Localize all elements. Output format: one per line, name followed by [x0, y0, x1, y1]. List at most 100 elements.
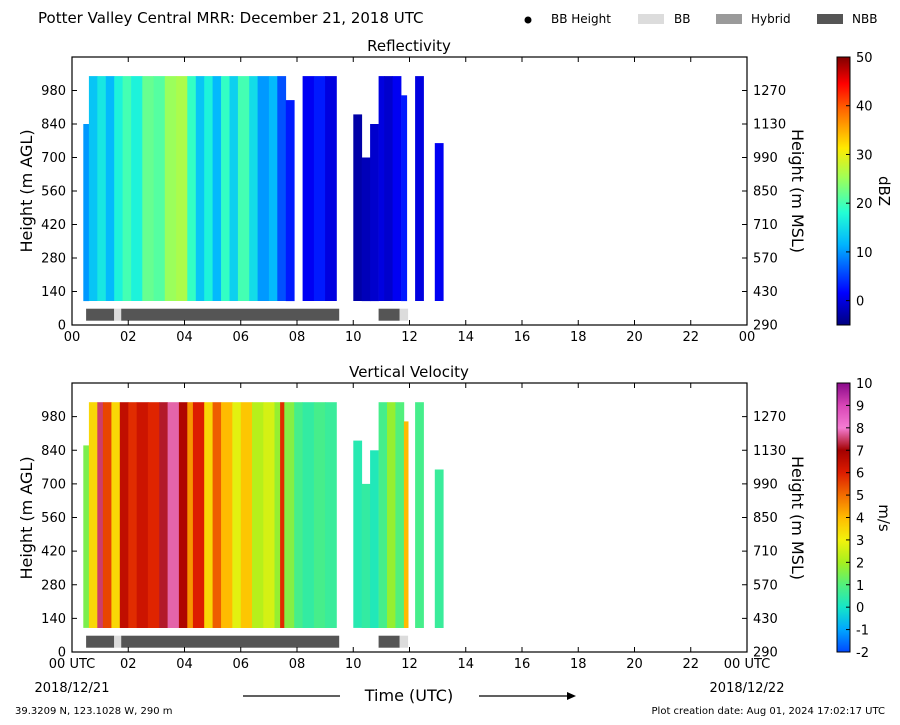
bb-bar-segment [399, 308, 409, 321]
heatmap-column [392, 76, 402, 301]
heatmap-column [204, 76, 213, 301]
colorbar-tick-label: 9 [856, 399, 864, 414]
heatmap-column [212, 76, 222, 301]
x-tick-label: 16 [514, 657, 531, 672]
colorbar-tick-label: 3 [856, 534, 864, 549]
heatmap-column [434, 143, 444, 301]
heatmap-column [268, 76, 278, 301]
nbb-legend-swatch [817, 14, 843, 24]
heatmap-column [97, 402, 104, 628]
heatmap-column [105, 76, 115, 301]
x-tick-label: 18 [570, 657, 587, 672]
y-tick-label-right: 1270 [753, 410, 786, 425]
heatmap-column [415, 402, 424, 628]
x-tick-label: 10 [345, 657, 362, 672]
heatmap-column [83, 124, 90, 302]
velocity-bb-bar [86, 635, 409, 648]
x-tick-label: 06 [232, 330, 249, 345]
y-tick-label: 420 [41, 218, 66, 233]
heatmap-column [192, 402, 205, 628]
heatmap-column [221, 402, 233, 628]
heatmap-column [159, 402, 168, 628]
bb-height-legend-dot [524, 16, 532, 24]
heatmap-column [313, 402, 326, 628]
heatmap-column [378, 402, 388, 628]
x-tick-label: 12 [401, 330, 418, 345]
dbz-colorbar [836, 56, 851, 326]
heatmap-column [361, 483, 371, 628]
colorbar-tick-label: 40 [856, 100, 873, 115]
heatmap-column [195, 76, 205, 301]
y-tick-label: 420 [41, 545, 66, 560]
colorbar-tick-label: 5 [856, 489, 864, 504]
heatmap-column [395, 402, 405, 628]
end-date-label: 2018/12/22 [710, 681, 785, 696]
x-tick-label: 14 [457, 330, 474, 345]
reflectivity-ylabel-right: Height (m MSL) [788, 129, 807, 253]
heatmap-column [178, 402, 188, 628]
heatmap-column [187, 402, 194, 628]
y-tick-label: 280 [41, 252, 66, 267]
y-tick-label-right: 1130 [753, 444, 786, 459]
heatmap-column [147, 402, 160, 628]
x-tick-label: 00 UTC [724, 657, 770, 672]
y-tick-label: 140 [41, 285, 66, 300]
colorbar-tick-label: 20 [856, 197, 873, 212]
x-tick-label: 00 [739, 330, 756, 345]
heatmap-column [97, 76, 107, 301]
velocity-colorbar-label: m/s [875, 504, 893, 532]
heatmap-column [361, 157, 371, 302]
x-tick-label: 20 [626, 657, 643, 672]
heatmap-column [128, 402, 138, 628]
heatmap-column [83, 445, 90, 628]
velocity-heatmap [83, 402, 444, 628]
y-tick-label: 280 [41, 578, 66, 593]
heatmap-column [187, 76, 197, 301]
bb-bar-segment [399, 635, 409, 648]
velocity-ylabel: Height (m AGL) [17, 456, 36, 579]
y-tick-label: 840 [41, 444, 66, 459]
colorbar-tick-label: -1 [856, 624, 869, 639]
heatmap-column [204, 402, 213, 628]
heatmap-column [325, 402, 337, 628]
x-tick-label: 08 [289, 657, 306, 672]
x-tick-label: 00 UTC [49, 657, 95, 672]
heatmap-column [136, 402, 149, 628]
reflectivity-panel: Reflectivity 00 02 04 06 08 10 12 14 16 18 20 22 000… [17, 37, 893, 345]
x-tick-label: 14 [457, 657, 474, 672]
heatmap-column [212, 402, 222, 628]
bb-height-legend-label: BB Height [551, 12, 611, 26]
y-tick-label-right: 290 [753, 319, 778, 334]
heatmap-column [88, 76, 98, 301]
heatmap-column [237, 76, 250, 301]
bb-bar-segment [121, 308, 340, 321]
heatmap-column [384, 76, 393, 301]
bb-bar-segment [378, 635, 400, 648]
heatmap-column [167, 402, 180, 628]
heatmap-column [353, 114, 363, 302]
heatmap-column [240, 402, 253, 628]
colorbar-tick-label: 7 [856, 444, 864, 459]
heatmap-column [285, 100, 295, 302]
colorbar-tick-label: 2 [856, 556, 864, 571]
heatmap-column [378, 76, 385, 301]
x-tick-label: 22 [682, 657, 699, 672]
hybrid-legend-swatch [716, 14, 742, 24]
heatmap-column [294, 402, 303, 628]
bb-bar-segment [86, 635, 115, 648]
dbz-colorbar-label: dBZ [875, 176, 893, 206]
reflectivity-ylabel: Height (m AGL) [17, 129, 36, 252]
heatmap-column [164, 76, 177, 301]
heatmap-column [119, 402, 129, 628]
heatmap-column [257, 76, 270, 301]
x-tick-label: 06 [232, 657, 249, 672]
bb-bar-segment [114, 308, 122, 321]
heatmap-column [111, 402, 121, 628]
heatmap-column [88, 402, 98, 628]
y-tick-label: 0 [58, 319, 66, 334]
station-location: 39.3209 N, 123.1028 W, 290 m [15, 706, 173, 717]
heatmap-column [302, 402, 315, 628]
x-tick-label: 02 [120, 657, 137, 672]
colorbar-tick-label: 10 [856, 377, 873, 392]
